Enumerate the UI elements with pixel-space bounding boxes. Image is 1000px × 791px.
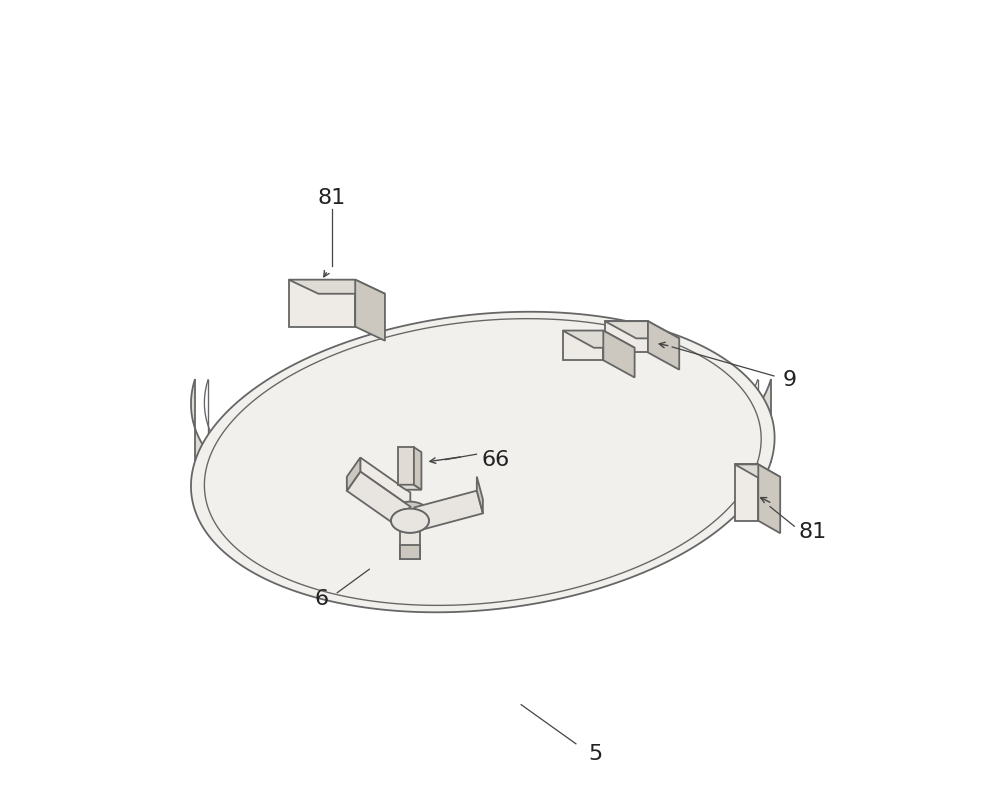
Bar: [563, 331, 603, 360]
Polygon shape: [400, 544, 420, 558]
Text: 6: 6: [314, 589, 329, 609]
Bar: [735, 464, 758, 520]
Polygon shape: [191, 380, 771, 612]
Polygon shape: [289, 280, 385, 293]
Text: 5: 5: [588, 744, 603, 764]
Polygon shape: [603, 331, 635, 377]
Ellipse shape: [391, 509, 429, 533]
Polygon shape: [563, 331, 635, 348]
Text: 9: 9: [783, 370, 797, 390]
Polygon shape: [758, 464, 780, 533]
Text: 81: 81: [799, 523, 827, 543]
Polygon shape: [735, 464, 780, 477]
Ellipse shape: [391, 509, 429, 533]
Text: 81: 81: [318, 188, 346, 208]
Bar: [289, 280, 355, 327]
Text: 66: 66: [482, 449, 510, 470]
Polygon shape: [204, 319, 761, 605]
Polygon shape: [360, 457, 410, 506]
Polygon shape: [414, 447, 421, 490]
Ellipse shape: [391, 501, 429, 526]
Polygon shape: [477, 477, 483, 513]
Bar: [398, 447, 414, 485]
Polygon shape: [605, 321, 679, 339]
Bar: [605, 321, 648, 353]
Polygon shape: [415, 490, 483, 530]
Polygon shape: [347, 471, 410, 526]
Polygon shape: [355, 280, 385, 341]
Polygon shape: [191, 312, 775, 612]
Polygon shape: [648, 321, 679, 369]
Polygon shape: [347, 457, 360, 491]
Polygon shape: [398, 485, 421, 490]
Polygon shape: [400, 528, 420, 558]
